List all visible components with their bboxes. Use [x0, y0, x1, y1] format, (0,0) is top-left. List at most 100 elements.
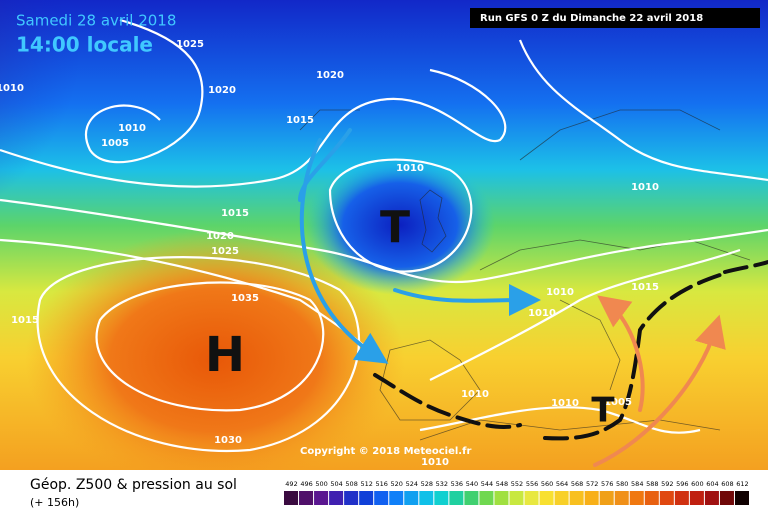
footer-title: Géop. Z500 & pression au sol	[30, 477, 237, 493]
isobar-label: 1015	[631, 282, 659, 293]
isobar-label: 1010	[546, 287, 574, 298]
scale-label: 576	[601, 480, 613, 488]
footer-lead: (+ 156h)	[30, 496, 79, 509]
scale-label: 520	[391, 480, 403, 488]
scale-swatch	[404, 491, 419, 505]
scale-swatch	[644, 491, 659, 505]
scale-swatch	[614, 491, 629, 505]
isobar-label: 1020	[206, 231, 234, 242]
scale-label: 532	[436, 480, 448, 488]
scale-label: 564	[556, 480, 568, 488]
scale-swatch	[674, 491, 689, 505]
scale-label: 596	[676, 480, 688, 488]
color-scale: 492 496 500 504 508 512 516 520 524 528 532 536 540 5…	[284, 480, 749, 505]
scale-swatch	[584, 491, 599, 505]
scale-swatch	[524, 491, 539, 505]
scale-swatch	[299, 491, 314, 505]
scale-label: 548	[496, 480, 508, 488]
pressure-center: H	[205, 327, 245, 383]
scale-label: 552	[511, 480, 523, 488]
scale-label: 592	[661, 480, 673, 488]
scale-label: 500	[315, 480, 327, 488]
pressure-center: T	[380, 202, 410, 253]
scale-swatch	[389, 491, 404, 505]
run-box	[470, 8, 760, 28]
scale-swatch	[494, 491, 509, 505]
forecast-date: Samedi 28 avril 2018	[16, 12, 176, 30]
scale-label: 568	[571, 480, 583, 488]
run-info: Run GFS 0 Z du Dimanche 22 avril 2018	[480, 13, 703, 24]
isobar-label: 1005	[101, 138, 129, 149]
scale-label: 600	[691, 480, 703, 488]
forecast-time: 14:00 locale	[16, 33, 153, 57]
high-region	[25, 230, 405, 490]
isobar-label: 1030	[214, 435, 242, 446]
isobar-label: 1010	[396, 163, 424, 174]
scale-label: 528	[421, 480, 433, 488]
isobar-label: 1010	[461, 389, 489, 400]
scale-swatch	[284, 491, 299, 505]
scale-label: 604	[706, 480, 718, 488]
isobar-label: 1025	[211, 246, 239, 257]
scale-swatch	[374, 491, 389, 505]
flow-arrows	[298, 128, 726, 467]
scale-swatch	[479, 491, 494, 505]
isobar-label: 1010	[0, 83, 24, 94]
scale-label: 580	[616, 480, 628, 488]
isobar-label: 1035	[231, 293, 259, 304]
scale-swatch	[719, 491, 734, 505]
isobar-label: 1010	[528, 308, 556, 319]
isobar-label: 1015	[11, 315, 39, 326]
fronts	[373, 260, 768, 441]
scale-label: 492	[285, 480, 297, 488]
scale-label: 588	[646, 480, 658, 488]
isobar-label: 1015	[221, 208, 249, 219]
isobar-label: 1025	[176, 39, 204, 50]
isobar-label: 1010	[631, 182, 659, 193]
coastlines	[299, 109, 751, 441]
scale-swatch	[569, 491, 584, 505]
isobar-label: 1015	[286, 115, 314, 126]
copyright: Copyright © 2018 Meteociel.fr	[300, 446, 471, 457]
scale-label: 540	[466, 480, 478, 488]
scale-swatch	[359, 491, 374, 505]
scale-swatch	[314, 491, 329, 505]
scale-label: 608	[721, 480, 733, 488]
scale-label: 544	[481, 480, 493, 488]
scale-label: 512	[360, 480, 372, 488]
cold-region	[0, 0, 200, 260]
isobar-label: 1020	[316, 70, 344, 81]
scale-label: 612	[736, 480, 748, 488]
scale-label: 556	[526, 480, 538, 488]
scale-swatch	[419, 491, 434, 505]
isobar-label: 1005	[604, 397, 632, 408]
scale-label: 572	[586, 480, 598, 488]
scale-label: 536	[451, 480, 463, 488]
scale-swatch	[539, 491, 554, 505]
scale-swatch	[599, 491, 614, 505]
scale-label: 508	[345, 480, 357, 488]
scale-swatch	[509, 491, 524, 505]
scale-label: 516	[375, 480, 387, 488]
isobar-label: 1020	[208, 85, 236, 96]
scale-swatch	[629, 491, 644, 505]
scale-label: 584	[631, 480, 643, 488]
isobar-label: 1010	[421, 457, 449, 468]
scale-swatch	[734, 491, 749, 505]
scale-swatch	[554, 491, 569, 505]
isobar-labels: 1025 1010 1020 1020 1015 1010 1005 1010 1010 1015…	[0, 39, 659, 468]
scale-label: 560	[541, 480, 553, 488]
pressure-centers: H T T	[205, 202, 615, 431]
scale-swatch	[434, 491, 449, 505]
scale-swatch	[659, 491, 674, 505]
scale-swatch	[329, 491, 344, 505]
scale-label: 504	[330, 480, 342, 488]
scale-label: 524	[406, 480, 418, 488]
scale-swatch	[344, 491, 359, 505]
scale-swatch	[689, 491, 704, 505]
pressure-center: T	[591, 391, 615, 431]
isobar-label: 1010	[118, 123, 146, 134]
low-region	[305, 155, 495, 295]
scale-swatch	[449, 491, 464, 505]
